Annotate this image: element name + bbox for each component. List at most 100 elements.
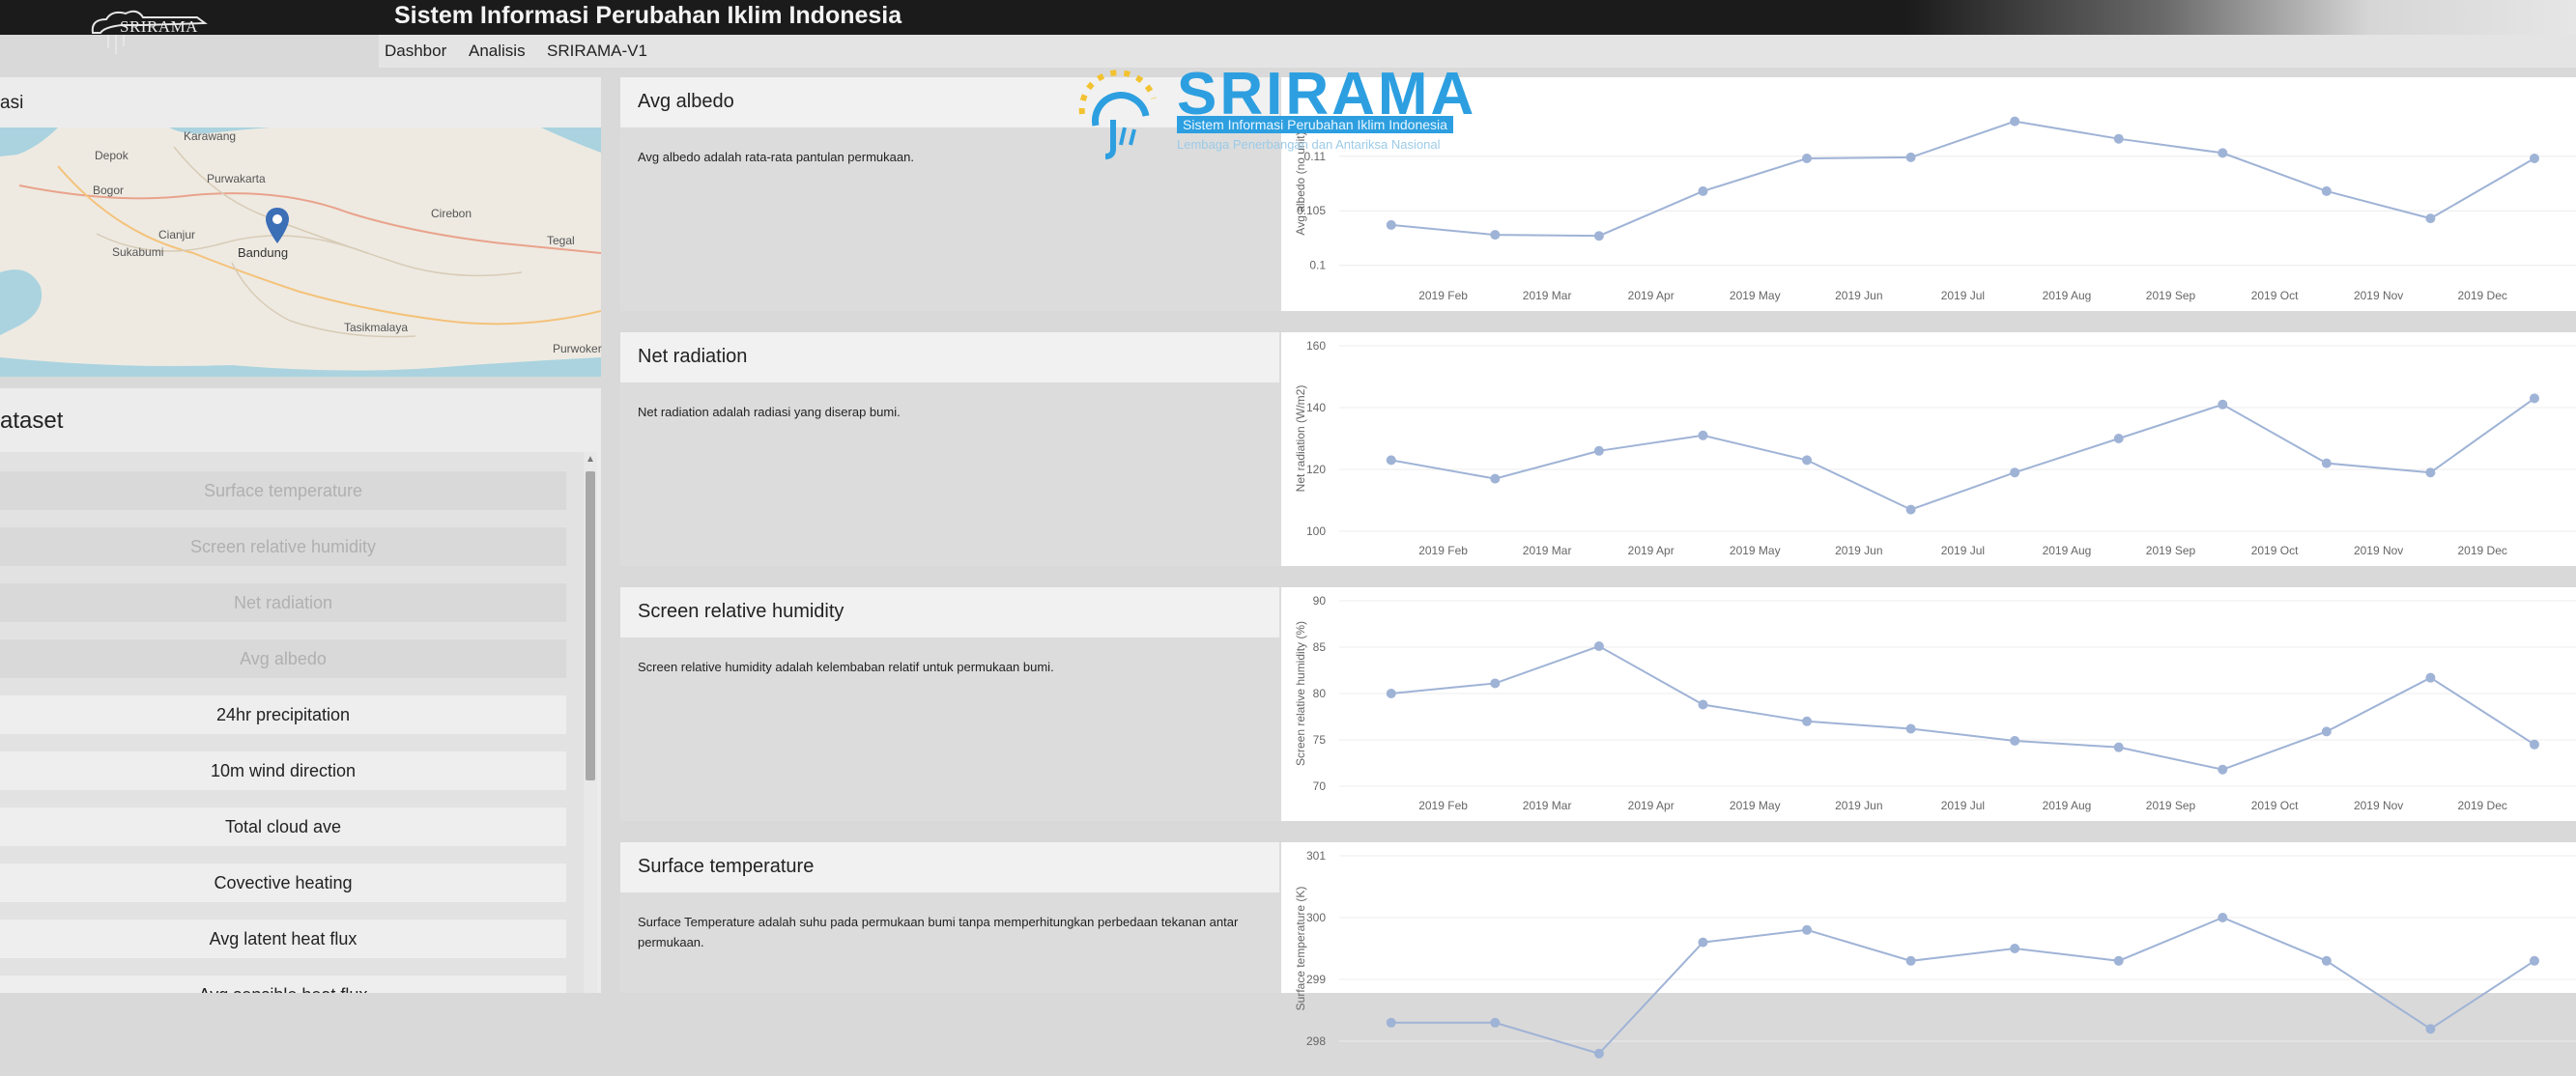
dataset-scrollbar-thumb[interactable] <box>586 471 595 780</box>
data-point <box>1593 641 1604 652</box>
data-point <box>1905 955 1916 966</box>
dataset-title: ataset <box>0 408 64 434</box>
chart-card-net-radiation: Net radiation Net radiation adalah radia… <box>620 332 2576 566</box>
x-tick-label: 2019 Jun <box>1835 289 1882 302</box>
data-point <box>1386 689 1396 698</box>
card-title: Avg albedo <box>638 91 734 112</box>
nav-analisis[interactable]: Analisis <box>469 42 526 60</box>
x-tick-label: 2019 Oct <box>2251 799 2299 812</box>
map-canvas <box>0 127 602 377</box>
x-tick-label: 2019 May <box>1730 799 1781 812</box>
chart-panel[interactable]: 298 299 300 301 Surface temperature (K) <box>1281 842 2576 1059</box>
dataset-item-surface-temperature[interactable]: Surface temperature <box>0 471 566 510</box>
map-place-label: Cianjur <box>158 228 196 241</box>
data-point <box>2529 955 2539 966</box>
data-point <box>1593 445 1604 456</box>
data-point <box>2113 955 2124 966</box>
dataset-item-net-radiation[interactable]: Net radiation <box>0 583 566 622</box>
map-place-label: Karawang <box>184 129 237 143</box>
x-tick-label: 2019 Feb <box>1418 289 1468 302</box>
logo-text: SRIRAMA <box>120 17 198 36</box>
map-place-label: Purwakarta <box>207 172 266 185</box>
data-point <box>2113 434 2124 443</box>
dataset-item-total-cloud-ave[interactable]: Total cloud ave <box>0 807 566 846</box>
y-axis-label: Net radiation (W/m2) <box>1294 385 1307 493</box>
y-tick-label: 0.11 <box>1304 150 1327 163</box>
data-point <box>1490 1017 1501 1028</box>
x-tick-label: 2019 May <box>1730 544 1781 557</box>
cloud-logo-icon <box>91 10 208 54</box>
series-line <box>1390 397 2535 511</box>
dataset-item-10m-wind-direction[interactable]: 10m wind direction <box>0 751 566 790</box>
series-line <box>1390 644 2535 771</box>
x-tick-label: 2019 Dec <box>2458 799 2507 812</box>
y-tick-label: 140 <box>1306 401 1326 414</box>
app-logo[interactable]: SRIRAMA <box>83 4 218 60</box>
data-point <box>1490 473 1501 484</box>
dataset-card: ataset Surface temperature Screen relati… <box>0 388 601 993</box>
chart-card-avg-albedo: Avg albedo Avg albedo adalah rata-rata p… <box>620 77 2576 311</box>
chart-panel[interactable]: 0.1 0.105 0.11 2019 Feb 2019 Mar 2019 Apr 2019… <box>1281 77 2576 311</box>
line-chart: 100 120 140 160 2019 Feb 2019 Mar 2019 Apr 2019… <box>1294 339 2576 557</box>
y-axis-label: Surface temperature (K) <box>1294 887 1307 1011</box>
data-point <box>2113 742 2124 752</box>
dataset-item-covective-heating[interactable]: Covective heating <box>0 864 566 902</box>
x-tick-label: 2019 Mar <box>1523 289 1572 302</box>
chart-panel[interactable]: 70 75 80 85 90 2019 Feb 2019 Mar 2019 Apr 2019 M… <box>1281 587 2576 821</box>
dataset-item-avg-albedo[interactable]: Avg albedo <box>0 639 566 678</box>
data-point <box>1386 455 1396 466</box>
data-point <box>1802 154 1813 164</box>
card-header: Net radiation <box>620 332 1279 382</box>
scroll-up-icon[interactable]: ▲ <box>586 454 595 465</box>
dataset-item-avg-sensible-heat-flux[interactable]: Avg sensible heat flux <box>0 976 566 993</box>
x-tick-label: 2019 Aug <box>2043 289 2092 302</box>
chart-panel[interactable]: 100 120 140 160 2019 Feb 2019 Mar 2019 Apr 2019… <box>1281 332 2576 566</box>
y-tick-label: 299 <box>1306 973 1326 986</box>
map-place-label: Sukabumi <box>112 245 164 259</box>
map-card-title: asi <box>0 93 24 113</box>
y-axis-label: Screen relative humidity (%) <box>1294 621 1307 766</box>
data-point <box>1593 1048 1604 1059</box>
data-point <box>1386 219 1396 230</box>
data-point <box>1905 504 1916 515</box>
data-point <box>2010 116 2020 127</box>
y-tick-label: 120 <box>1306 463 1326 476</box>
top-bar <box>0 0 2576 35</box>
nav-dashbor[interactable]: Dashbor <box>385 42 447 60</box>
data-point <box>1802 455 1813 466</box>
dataset-item-avg-latent-heat-flux[interactable]: Avg latent heat flux <box>0 920 566 958</box>
line-chart: 0.1 0.105 0.11 2019 Feb 2019 Mar 2019 Apr 2019… <box>1294 116 2576 302</box>
map-marker-icon[interactable] <box>265 207 290 245</box>
srirama-sun-logo-icon <box>1078 70 1157 159</box>
data-point <box>1490 678 1501 689</box>
data-point <box>2321 185 2332 196</box>
dataset-item-screen-relative-humidity[interactable]: Screen relative humidity <box>0 527 566 566</box>
y-tick-label: 100 <box>1306 524 1326 538</box>
data-point <box>1802 924 1813 935</box>
x-tick-label: 2019 Oct <box>2251 544 2299 557</box>
data-point <box>2321 955 2332 966</box>
map-place-label: Bogor <box>93 184 125 197</box>
dataset-item-24hr-precipitation[interactable]: 24hr precipitation <box>0 695 566 734</box>
data-point <box>2425 672 2436 683</box>
x-tick-label: 2019 Sep <box>2146 799 2196 812</box>
data-point <box>2425 1024 2436 1034</box>
data-point <box>2010 944 2020 953</box>
y-axis-label: Avg albedo (no unit) <box>1294 131 1307 235</box>
x-tick-label: 2019 Nov <box>2354 544 2403 557</box>
data-point <box>1905 723 1916 734</box>
x-tick-label: 2019 Apr <box>1628 799 1674 812</box>
y-tick-label: 0.105 <box>1297 204 1326 217</box>
data-point <box>1698 430 1708 440</box>
data-point <box>2218 764 2228 775</box>
x-tick-label: 2019 Jul <box>1941 799 1985 812</box>
x-tick-label: 2019 Feb <box>1418 799 1468 812</box>
map[interactable]: Karawang Depok Purwakarta Bogor Cirebon … <box>0 127 602 377</box>
x-tick-label: 2019 Feb <box>1418 544 1468 557</box>
map-place-label: Tasikmalaya <box>344 321 409 334</box>
card-description: Screen relative humidity adalah kelembab… <box>638 660 1054 674</box>
line-chart: 70 75 80 85 90 2019 Feb 2019 Mar 2019 Apr 2019 M… <box>1294 594 2576 812</box>
data-point <box>2529 393 2539 404</box>
map-place-label: Depok <box>95 149 129 162</box>
nav-srirama-v1[interactable]: SRIRAMA-V1 <box>547 42 647 60</box>
